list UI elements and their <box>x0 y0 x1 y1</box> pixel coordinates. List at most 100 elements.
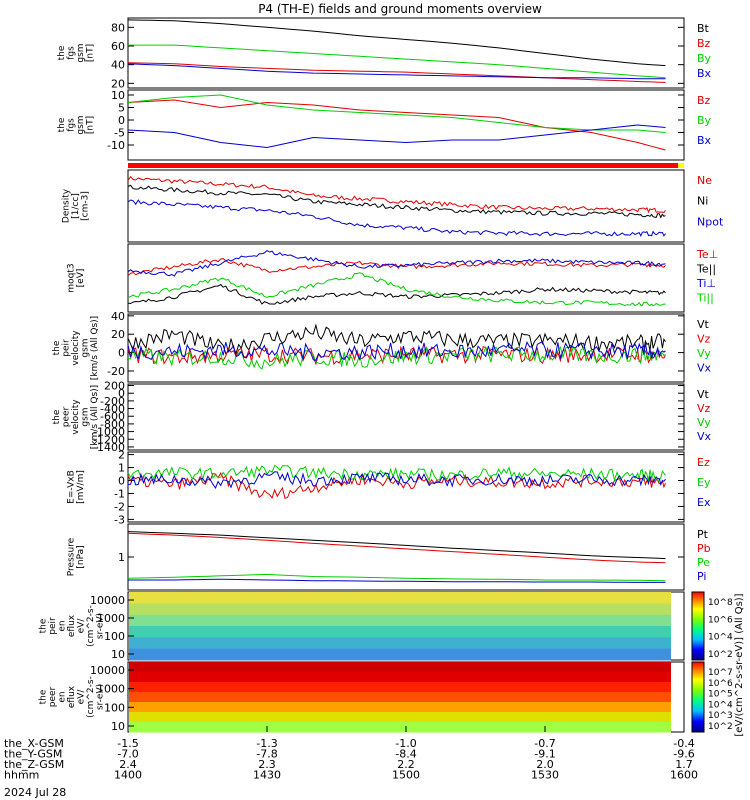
y-tick-label: 10 <box>111 648 125 661</box>
series-line-Vt <box>127 323 666 355</box>
y-tick-label: 80 <box>111 21 125 34</box>
panel-e_vxb: E=-VxB [mV/m] 210-1-2-3 Ez Ey Ex <box>66 449 711 527</box>
panel-peir_en_eflux: the peir en eflux eV/(cm^2-s-sr-eV) 10000 1000… <box>39 591 733 661</box>
colorbar-tick-label: 10^3 <box>708 711 733 721</box>
colorbar-tick-label: 10^2 <box>708 722 733 732</box>
x-axis-row-value: -1.3 <box>256 737 277 750</box>
y-tick-label: 0 <box>118 114 125 127</box>
x-axis-row-value: 1530 <box>531 769 559 782</box>
y-axis-label-line: gsm <box>76 115 86 134</box>
y-axis-label-line: gsm <box>81 407 91 426</box>
heatmap-band <box>129 722 671 733</box>
legend-Bx: Bx <box>697 134 712 147</box>
legend-Npot: Npot <box>697 215 724 228</box>
y-axis-label-line: [mV/m] <box>76 470 86 504</box>
y-tick-label: 0 <box>118 387 125 400</box>
colorbar-tick-label: 10^8 <box>708 598 733 608</box>
y-axis-label-line: gsm <box>76 43 86 62</box>
y-tick-label: 20 <box>111 328 125 341</box>
legend-Pe: Pe <box>697 556 710 569</box>
chart-title: P4 (TH-E) fields and ground moments over… <box>258 2 542 16</box>
legend-Pb: Pb <box>697 542 711 555</box>
colorbar-tick-label: 10^6 <box>708 679 733 689</box>
x-axis-row-value: -1.0 <box>395 737 416 750</box>
x-axis-row-value: 2.3 <box>258 758 276 771</box>
y-tick-label: 10 <box>111 720 125 733</box>
y-axis-label-line: [cm-3] <box>81 191 91 221</box>
x-axis-row-label: the_Z-GSM <box>4 758 64 771</box>
x-axis-row-label: hhmm <box>4 769 39 782</box>
series-line-Ex <box>127 471 666 490</box>
status-bar-end <box>678 163 684 168</box>
colorbar-tick-label: 10^4 <box>708 633 733 643</box>
x-axis-row-value: -1.5 <box>117 737 138 750</box>
y-axis-label-line: [km/s (All Qs)] <box>90 385 100 449</box>
panel-fgs_gsm_btot: the fgs gsm [nT] 80 60 40 20 Bt Bz By Bx <box>57 17 712 90</box>
legend-By: By <box>697 52 712 65</box>
y-axis-label-line: eV/ <box>77 689 87 705</box>
y-axis-label-line: peir <box>62 339 72 357</box>
y-axis-label-line: velocity <box>71 330 81 366</box>
series-line-Te|| <box>127 283 666 305</box>
y-tick-label: -400 <box>100 403 125 416</box>
y-tick-label: 0 <box>118 347 125 360</box>
y-axis-label-line: peir <box>48 617 58 635</box>
colorbar-tick-label: 10^4 <box>708 700 733 710</box>
legend-Pt: Pt <box>697 528 709 541</box>
y-axis-label-line: (cm^2-s- <box>86 676 96 718</box>
legend-Vy: Vy <box>697 416 711 429</box>
y-axis-label-line: the <box>39 618 49 633</box>
x-axis-row-value: 1430 <box>253 769 281 782</box>
y-tick-label: 10000 <box>90 594 125 607</box>
series-line-Vx <box>127 341 666 361</box>
y-tick-label: 2 <box>118 449 125 462</box>
y-axis-label-line: moqt3 <box>66 263 76 292</box>
legend-Vy: Vy <box>697 347 711 360</box>
y-axis-label-line: peer <box>48 686 58 707</box>
y-tick-label: -200 <box>100 395 125 408</box>
y-axis-label-line: (cm^2-s- <box>86 605 96 647</box>
panel-peer_en_eflux: the peer en eflux eV/(cm^2-s-sr-eV)100001000… <box>39 593 746 736</box>
heatmap-band <box>129 692 671 703</box>
y-tick-label: 10000 <box>90 664 125 677</box>
panel-temperature: moqt3 [eV] Te⊥ Te||Ti⊥ Ti|| <box>66 243 718 313</box>
x-axis-row-value: 1.7 <box>675 758 693 771</box>
y-axis-label-line: fgs <box>66 118 76 132</box>
heatmap-band <box>129 637 671 650</box>
status-bar <box>128 163 678 168</box>
series-line-Pb <box>127 532 666 564</box>
series-line-Bx <box>127 124 666 149</box>
legend-Pi: Pi <box>697 570 706 583</box>
y-axis-label-line: velocity <box>71 399 81 435</box>
colorbar-tick-label: 10^2 <box>708 650 733 660</box>
y-axis-label-line: [nPa] <box>76 545 86 568</box>
x-axis-row-label: the_Y-GSM <box>4 748 62 761</box>
x-axis-row-value: -9.1 <box>534 748 555 761</box>
heatmap-band <box>129 648 671 661</box>
legend-Ne: Ne <box>697 174 712 187</box>
series-line-Bz <box>127 62 666 83</box>
legend-Ex: Ex <box>697 496 711 509</box>
y-axis-label-line: gsm <box>81 338 91 357</box>
y-tick-label: 1 <box>118 462 125 475</box>
y-axis-label-line: eflux <box>67 685 77 708</box>
legend-Bt: Bt <box>697 22 710 35</box>
y-axis-label-line: en <box>58 620 68 631</box>
y-tick-label: 20 <box>111 77 125 90</box>
y-tick-label: -3 <box>114 513 125 526</box>
legend-Ey: Ey <box>697 476 711 489</box>
x-axis-row-value: 2.4 <box>119 758 137 771</box>
series-line-Npot <box>127 199 666 237</box>
y-axis-label-line: the <box>52 409 62 424</box>
x-axis-group: the_X-GSM -1.5 -1.3 -1.0 -0.7 -0.4 the_Y-GSM -7… <box>4 726 698 782</box>
series-line-Ey <box>127 464 666 482</box>
series-line-Pt <box>127 531 666 560</box>
y-tick-label: -1000 <box>93 426 125 439</box>
panel-frame <box>127 89 685 161</box>
y-axis-label-line: eflux <box>67 614 77 637</box>
series-line-Ni <box>127 184 666 219</box>
y-axis-label-line: [nT] <box>85 44 95 62</box>
x-axis-row-value: 2.0 <box>536 758 554 771</box>
